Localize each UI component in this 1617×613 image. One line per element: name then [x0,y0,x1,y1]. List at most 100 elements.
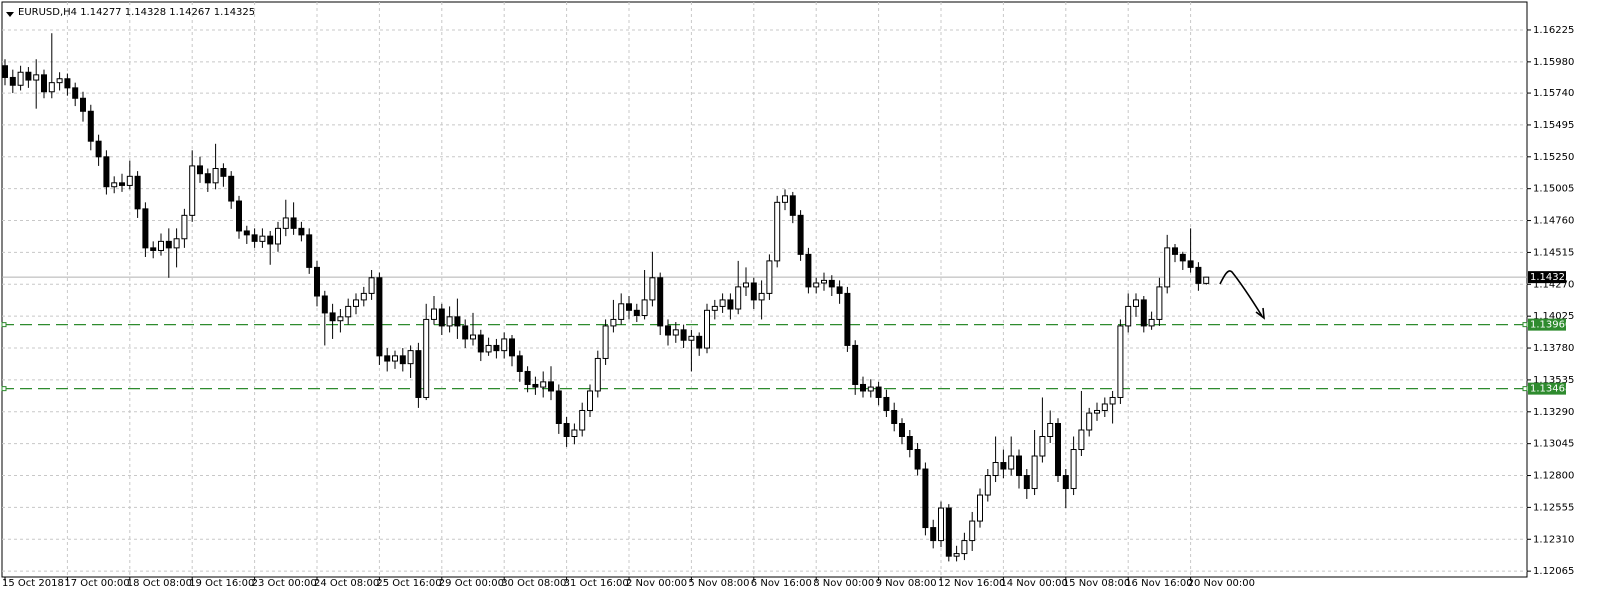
candle-body [446,316,453,327]
candle-body [969,520,976,542]
candle-body [1195,266,1202,284]
candle-body [1094,409,1100,414]
candle-body [220,168,227,177]
levels [1,276,1528,392]
candle-body [844,292,851,346]
level-label: 1.13960 [1530,320,1571,331]
x-tick-label: 14 Nov 00:00 [1000,578,1067,589]
x-tick-label: 9 Nov 08:00 [876,578,937,589]
candle-body [197,165,203,175]
candle-body [158,240,164,251]
candle-body [618,303,625,320]
candle-body [984,475,991,496]
candle-body [306,234,313,268]
y-tick-label: 1.12800 [1533,471,1574,482]
x-tick-label: 24 Oct 08:00 [314,578,379,589]
candle-body [852,344,859,385]
candle-body [1008,455,1015,470]
candle-body [672,329,679,336]
candle-body [1086,412,1093,431]
candle-body [704,309,710,349]
candle-body [493,344,500,352]
candle-body [9,76,16,86]
candle-body [1101,403,1108,411]
candle-body [2,65,8,78]
candle-body [204,173,211,184]
candle-body [750,282,757,301]
candle-body [17,71,24,86]
y-tick-label: 1.15980 [1533,57,1574,68]
candle-body [1016,455,1022,477]
candle-body [251,234,258,242]
y-tick-label: 1.12555 [1533,502,1574,513]
candle-body [103,156,110,188]
x-tick-label: 6 Nov 16:00 [751,578,812,589]
level-anchor [1,322,7,328]
candle-body [555,390,562,424]
candle-body [298,227,305,236]
candle-body [56,78,63,84]
candle-body [1172,247,1178,255]
annotation-arrowhead [1255,307,1265,320]
candle-body [797,214,804,255]
y-tick-label: 1.14515 [1533,247,1574,258]
candle-body [571,429,578,438]
candle-body [1070,449,1077,490]
candle-body [938,507,944,542]
candle-body [1179,253,1186,262]
candle-body [1000,462,1007,470]
grid [2,2,1527,577]
candle-body [1078,429,1085,451]
candle-body [540,381,547,388]
candle-body [524,370,531,385]
candle-body [875,386,882,398]
candle-body [532,383,539,388]
candle-body [1117,325,1124,398]
candle-body [431,308,437,320]
candle-body [72,87,79,99]
y-tick-label: 1.15495 [1533,120,1574,131]
x-tick-label: 15 Oct 2018 [2,578,64,589]
candle-body [821,279,827,284]
candle-body [906,436,913,451]
level-label-box [1528,318,1566,331]
candle-body [501,338,508,352]
candle-body [48,82,55,93]
x-tick-label: 18 Oct 08:00 [127,578,192,589]
candle-body [41,74,47,93]
y-tick-label: 1.12310 [1533,534,1574,545]
candle-body [470,334,476,340]
candle-body [743,282,749,288]
candle-body [711,305,718,311]
x-tick-label: 23 Oct 00:00 [252,578,317,589]
chart-title: EURUSD,H4 1.14277 1.14328 1.14267 1.1432… [18,7,255,18]
candle-body [212,168,219,184]
candle-body [282,217,289,229]
candle-body [758,292,765,301]
candle-body [548,381,554,392]
candle-body [1148,318,1155,327]
candle-body [1047,422,1054,438]
candle-body [329,312,336,322]
candle-body [314,266,320,297]
candle-body [165,240,172,249]
y-tick-label: 1.13535 [1533,375,1574,386]
y-tick-label: 1.14270 [1533,279,1574,290]
candle-body [563,422,570,438]
candle-body [1187,260,1194,268]
x-tick-label: 25 Oct 16:00 [376,578,441,589]
candle-body [1203,276,1210,284]
candle-body [80,97,86,112]
candle-body [243,230,250,236]
candle-body [228,175,235,202]
x-tick-label: 5 Nov 08:00 [688,578,749,589]
menu-arrow[interactable] [6,12,14,17]
level-anchor [1522,322,1528,328]
candle-body [1055,422,1061,477]
x-tick-label: 12 Nov 16:00 [938,578,1005,589]
candle-body [1140,299,1147,327]
candle-body [977,494,983,522]
candle-body [719,299,726,307]
candle-body [275,227,281,245]
candle-body [899,422,905,438]
